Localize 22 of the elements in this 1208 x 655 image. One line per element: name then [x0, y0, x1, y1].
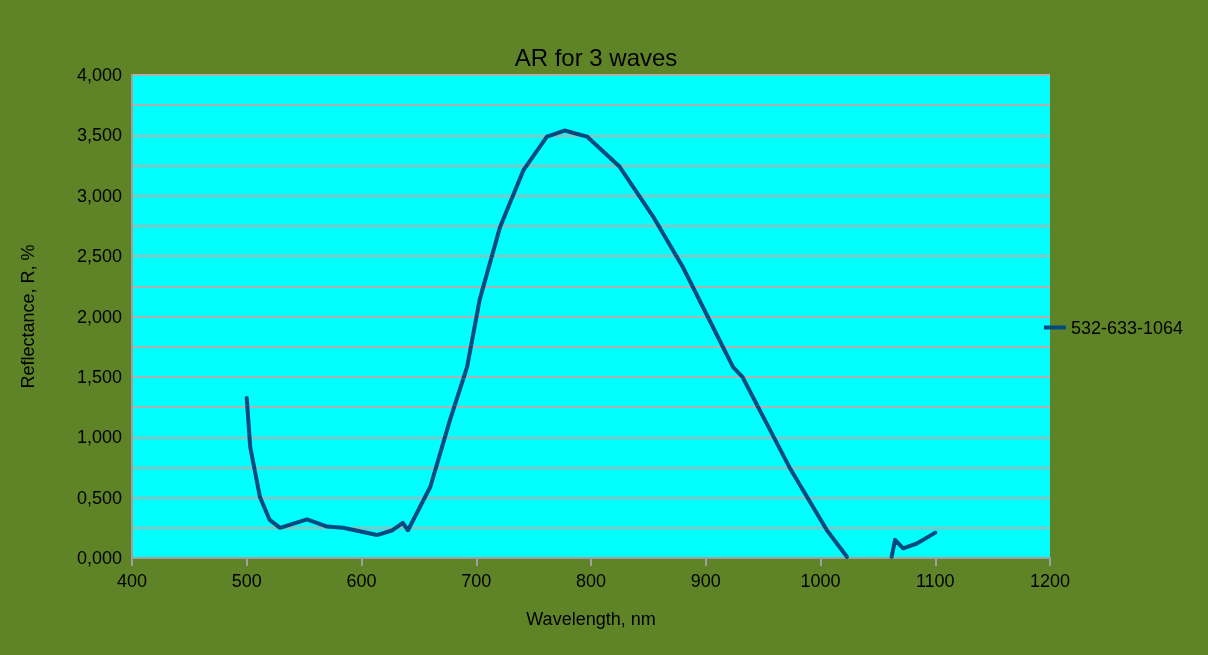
- y-tick-label: 4,000: [76, 65, 122, 85]
- x-axis-title: Wavelength, nm: [526, 609, 656, 629]
- y-tick-label: 2,000: [76, 306, 122, 327]
- y-tick-label: 0,500: [76, 487, 122, 508]
- x-tick-label: 600: [346, 571, 377, 591]
- x-tick-label: 800: [575, 571, 607, 591]
- x-tick-label: 500: [231, 571, 262, 591]
- y-tick-label: 0,000: [76, 548, 122, 568]
- x-tick-label: 400: [116, 571, 148, 591]
- y-tick-label: 3,000: [76, 185, 122, 206]
- x-tick-label: 1000: [800, 571, 841, 591]
- x-tick-label: 900: [690, 571, 721, 591]
- y-axis-title: Reflectance, R, %: [18, 244, 38, 389]
- chart-title: AR for 3 waves: [514, 43, 678, 71]
- y-tick-label: 1,500: [76, 366, 122, 387]
- legend-label: 532-633-1064: [1070, 317, 1184, 338]
- x-tick-label: 1100: [915, 571, 955, 591]
- y-tick-label: 3,500: [76, 125, 122, 146]
- x-tick-label: 1200: [1029, 571, 1071, 591]
- y-tick-label: 1,000: [76, 427, 122, 448]
- y-tick-label: 2,500: [76, 246, 122, 267]
- x-tick-label: 700: [461, 571, 492, 591]
